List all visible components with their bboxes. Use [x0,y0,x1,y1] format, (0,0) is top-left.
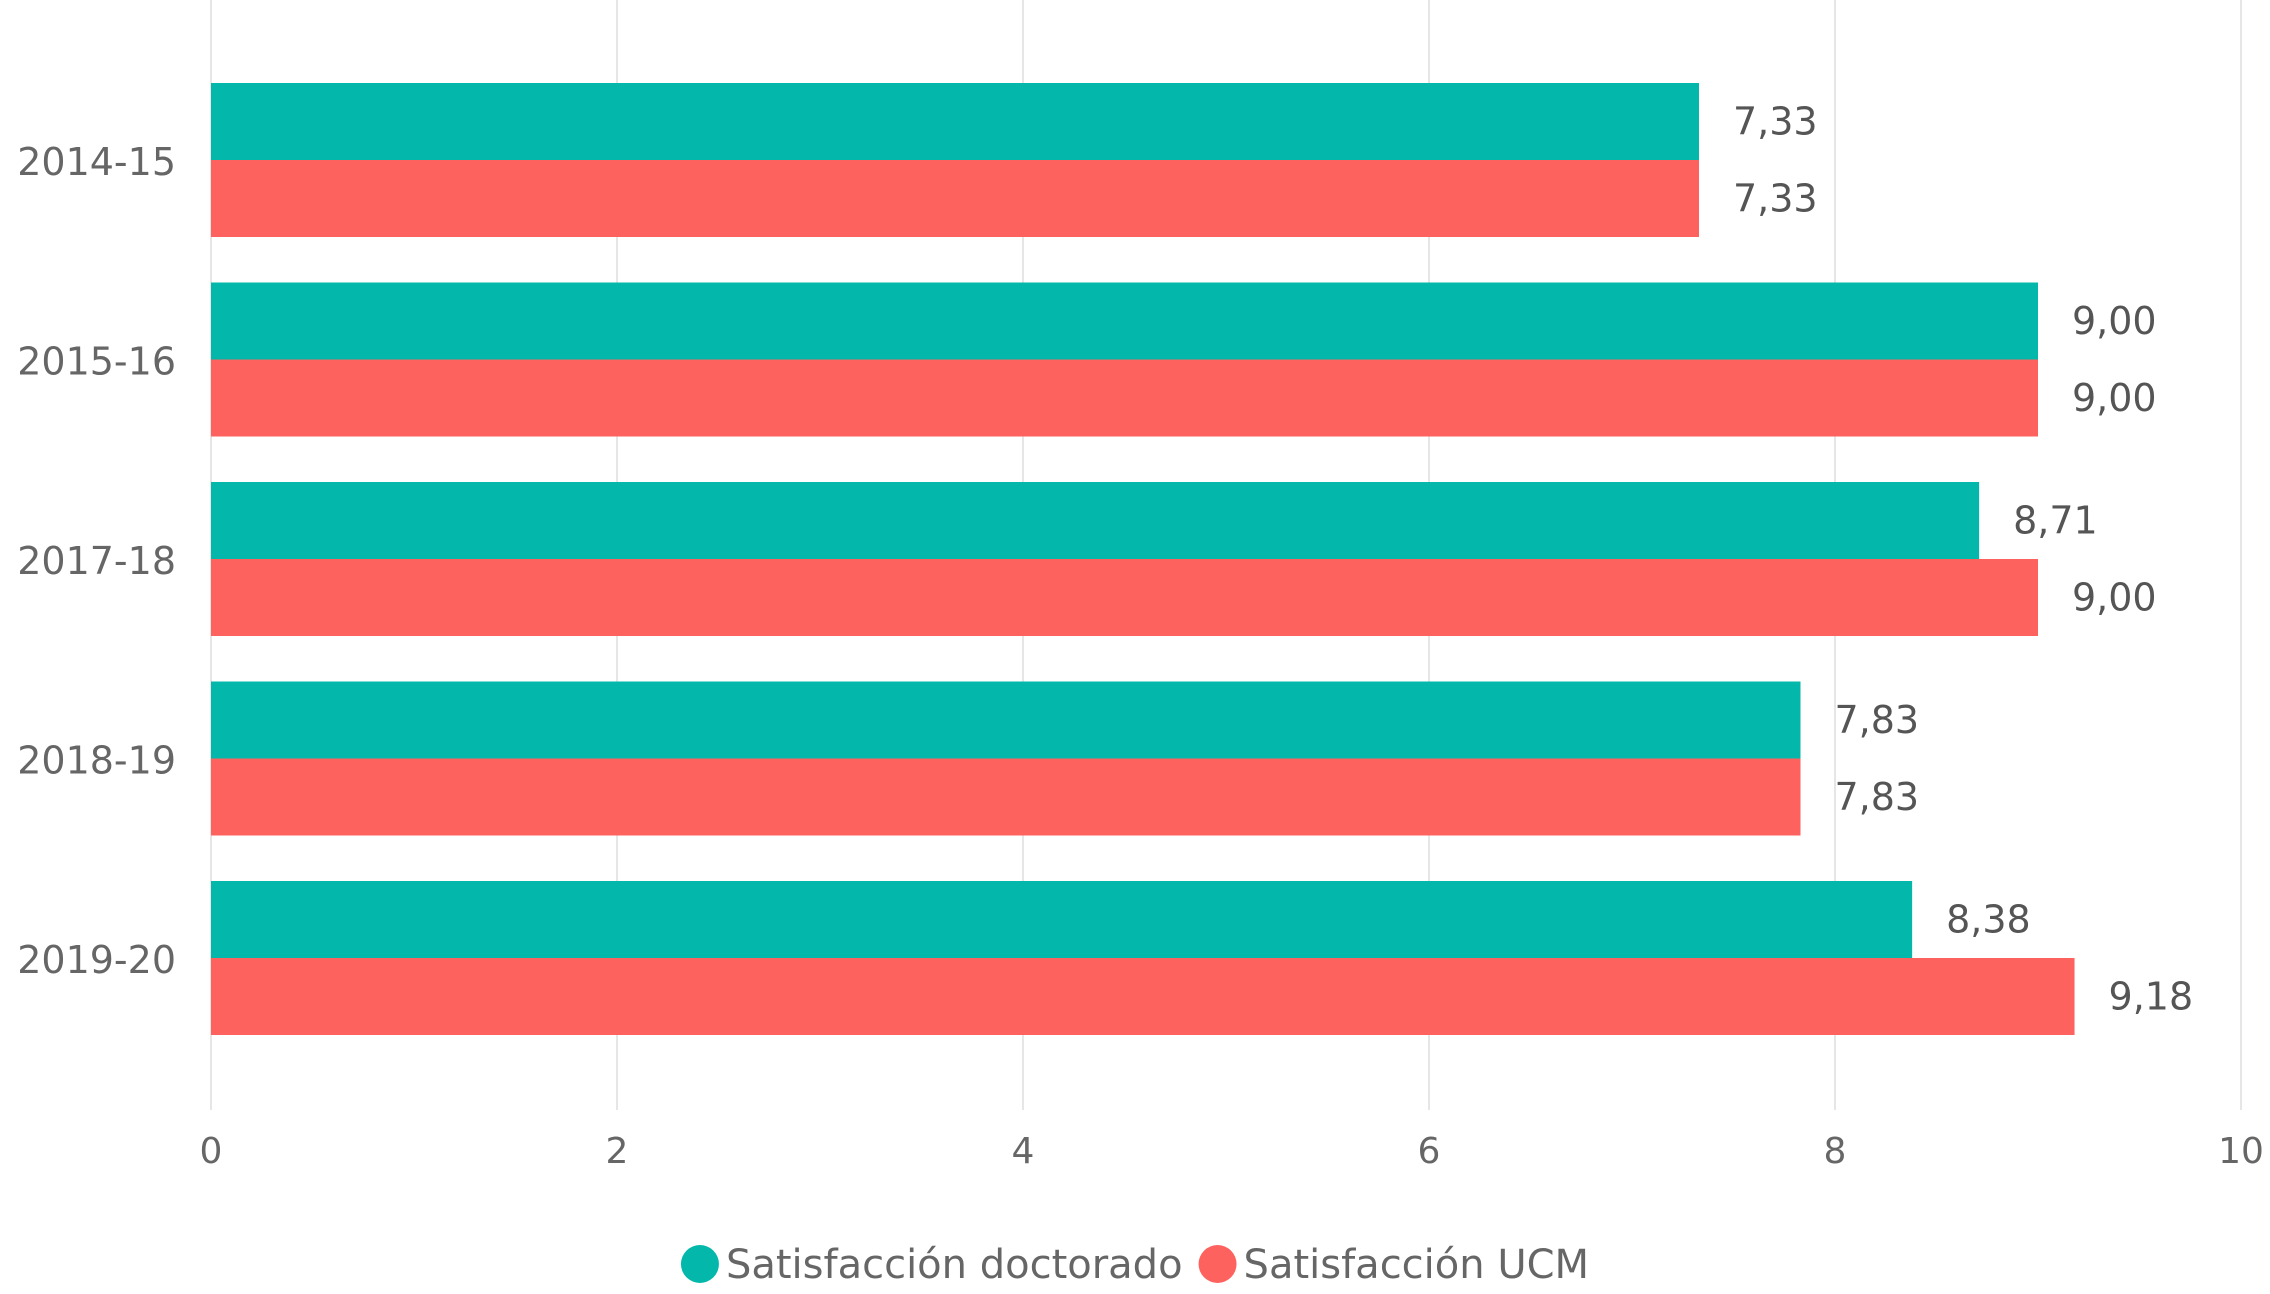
legend-label: Satisfacción doctorado [726,1242,1183,1288]
category-label: 2018-19 [17,739,176,783]
bars [211,83,2075,1035]
x-tick-label: 10 [2218,1131,2264,1172]
x-tick-label: 8 [1824,1131,1847,1172]
category-label: 2019-20 [17,938,176,982]
data-labels: 7,33 7,33 9,00 9,00 8,71 9,00 7,83 7,83 8,38 9,18 [1733,100,2193,1019]
bar-doctorado [211,83,1699,160]
legend-label: Satisfacción UCM [1244,1242,1590,1288]
x-tick-label: 6 [1418,1131,1441,1172]
category-label: 2017-18 [17,539,176,583]
category-label: 2014-15 [17,140,176,184]
y-axis: 2014-15 2015-16 2017-18 2018-19 2019-20 [17,140,176,982]
data-label: 7,83 [1834,698,1919,742]
data-label: 9,00 [2072,576,2157,620]
legend-marker [1198,1245,1237,1283]
bar-ucm [211,359,2038,437]
legend-item-doctorado[interactable]: Satisfacción doctorado [680,1242,1183,1288]
x-tick-label: 2 [606,1131,629,1172]
bar-ucm [211,758,1801,836]
data-label: 9,00 [2072,376,2157,420]
category-label: 2015-16 [17,340,176,384]
data-label: 9,18 [2109,975,2194,1019]
data-label: 7,83 [1834,775,1919,819]
x-tick-label: 4 [1012,1131,1035,1172]
bar-doctorado [211,881,1913,958]
bar-ucm [211,160,1699,237]
x-tick-label: 0 [200,1131,223,1172]
data-label: 8,71 [2013,499,2098,543]
x-axis: 0 2 4 6 8 10 [200,1131,2264,1172]
bar-ucm [211,958,2075,1035]
legend-item-ucm[interactable]: Satisfacción UCM [1198,1242,1590,1288]
data-label: 7,33 [1733,177,1818,221]
bar-doctorado [211,681,1801,759]
data-label: 9,00 [2072,299,2157,343]
bar-doctorado [211,282,2038,360]
bar-doctorado [211,482,1980,559]
data-label: 8,38 [1946,898,2031,942]
legend: Satisfacción doctorado Satisfacción UCM [680,1242,1590,1288]
legend-marker [680,1245,719,1283]
data-label: 7,33 [1733,100,1818,144]
bar-ucm [211,559,2038,636]
